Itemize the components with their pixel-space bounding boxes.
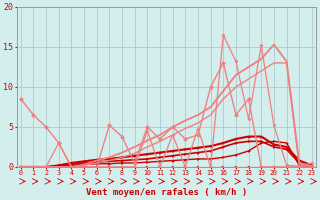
X-axis label: Vent moyen/en rafales ( km/h ): Vent moyen/en rafales ( km/h ) bbox=[86, 188, 247, 197]
